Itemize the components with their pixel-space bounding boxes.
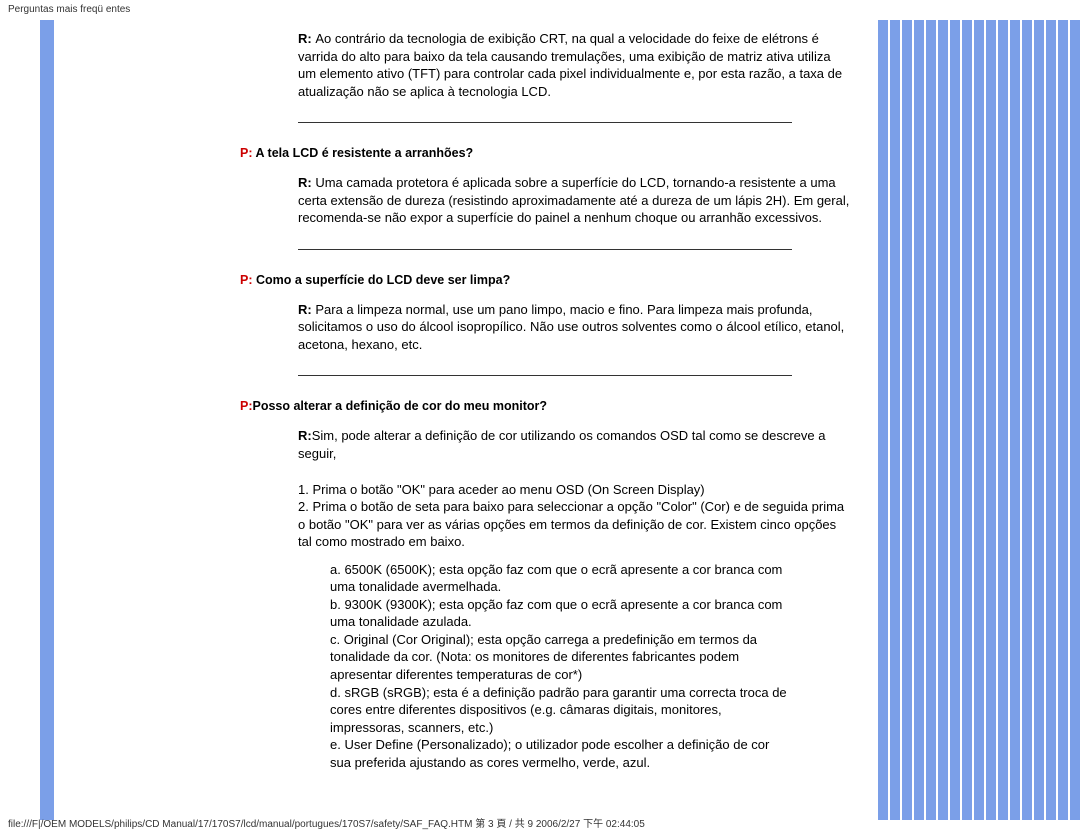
- faq-answer-3: R:Sim, pode alterar a definição de cor u…: [298, 427, 850, 462]
- answer-text: Uma camada protetora é aplicada sobre a …: [298, 175, 849, 225]
- left-decorative-bar: [40, 20, 54, 820]
- option-b: b. 9300K (9300K); esta opção faz com que…: [330, 596, 790, 631]
- footer-path: file:///F|/OEM MODELS/philips/CD Manual/…: [8, 815, 645, 830]
- answer-text: Sim, pode alterar a definição de cor uti…: [298, 428, 826, 461]
- faq-block-1: P: A tela LCD é resistente a arranhões? …: [240, 145, 850, 227]
- stripe: [1046, 20, 1056, 820]
- faq-answer-1: R: Uma camada protetora é aplicada sobre…: [298, 174, 850, 227]
- step-1: 1. Prima o botão "OK" para aceder ao men…: [298, 481, 850, 499]
- stripe: [878, 20, 888, 820]
- question-text: A tela LCD é resistente a arranhões?: [256, 146, 474, 160]
- faq-answer-2: R: Para a limpeza normal, use um pano li…: [298, 301, 850, 354]
- question-label: P:: [240, 273, 256, 287]
- stripe: [998, 20, 1008, 820]
- faq-block-2: P: Como a superfície do LCD deve ser lim…: [240, 272, 850, 354]
- stripe: [1022, 20, 1032, 820]
- answer-label: R:: [298, 31, 315, 46]
- answer-text: Ao contrário da tecnologia de exibição C…: [298, 31, 842, 99]
- content-area: R: Ao contrário da tecnologia de exibiçã…: [240, 30, 850, 779]
- answer-label: R:: [298, 428, 312, 443]
- stripe: [938, 20, 948, 820]
- question-label: P:: [240, 399, 253, 413]
- answer-text: Para a limpeza normal, use um pano limpo…: [298, 302, 844, 352]
- stripe: [926, 20, 936, 820]
- stripe: [962, 20, 972, 820]
- faq-steps: 1. Prima o botão "OK" para aceder ao men…: [298, 481, 850, 551]
- faq-answer-0: R: Ao contrário da tecnologia de exibiçã…: [298, 30, 850, 100]
- stripe: [1070, 20, 1080, 820]
- page-header: Perguntas mais freqü entes: [0, 0, 1080, 19]
- stripe: [1058, 20, 1068, 820]
- stripe: [974, 20, 984, 820]
- option-d: d. sRGB (sRGB); esta é a definição padrã…: [330, 684, 790, 737]
- stripe: [914, 20, 924, 820]
- divider: [298, 249, 792, 250]
- stripe: [1034, 20, 1044, 820]
- option-c: c. Original (Cor Original); esta opção c…: [330, 631, 790, 684]
- stripe: [890, 20, 900, 820]
- step-2: 2. Prima o botão de seta para baixo para…: [298, 498, 850, 551]
- stripe: [950, 20, 960, 820]
- right-decorative-stripes: [876, 20, 1080, 820]
- answer-label: R:: [298, 175, 315, 190]
- question-label: P:: [240, 146, 256, 160]
- divider: [298, 375, 792, 376]
- answer-label: R:: [298, 302, 315, 317]
- stripe: [902, 20, 912, 820]
- option-a: a. 6500K (6500K); esta opção faz com que…: [330, 561, 790, 596]
- option-e: e. User Define (Personalizado); o utiliz…: [330, 736, 790, 771]
- question-text: Como a superfície do LCD deve ser limpa?: [256, 273, 510, 287]
- stripe: [1010, 20, 1020, 820]
- question-text: Posso alterar a definição de cor do meu …: [253, 399, 548, 413]
- faq-sub-options: a. 6500K (6500K); esta opção faz com que…: [330, 561, 790, 772]
- divider: [298, 122, 792, 123]
- faq-block-3: P:Posso alterar a definição de cor do me…: [240, 398, 850, 771]
- stripe: [986, 20, 996, 820]
